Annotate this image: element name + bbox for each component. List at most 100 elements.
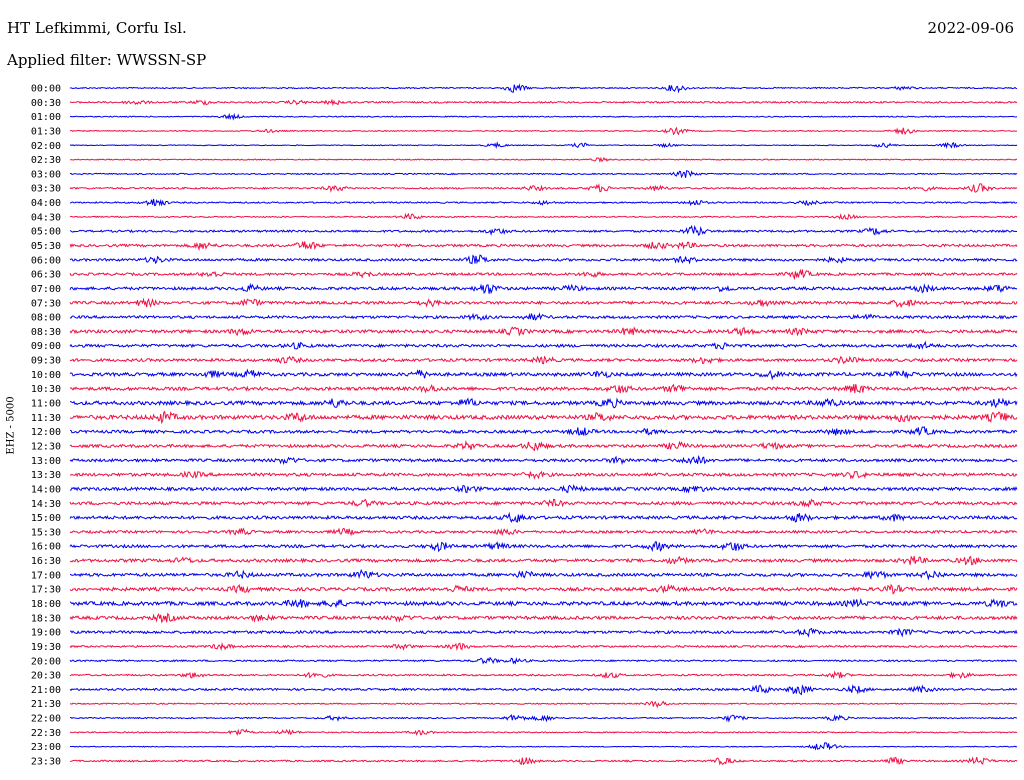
row-time-label: 04:30 xyxy=(31,212,61,223)
row-time-label: 07:00 xyxy=(31,284,61,295)
trace-line xyxy=(69,426,1018,436)
row-time-label: 15:30 xyxy=(31,527,61,538)
trace-line xyxy=(69,312,1018,321)
trace-group xyxy=(69,83,1018,766)
trace-line xyxy=(69,282,1018,295)
trace-line xyxy=(69,439,1018,452)
trace-line xyxy=(69,83,1018,94)
row-time-label: 01:30 xyxy=(31,126,61,137)
row-time-label: 23:00 xyxy=(31,742,61,753)
row-time-label: 12:00 xyxy=(31,427,61,438)
trace-line xyxy=(69,112,1018,121)
trace-line xyxy=(69,454,1018,466)
row-time-label: 21:30 xyxy=(31,699,61,710)
trace-line xyxy=(69,156,1018,163)
row-time-label: 20:30 xyxy=(31,671,61,682)
trace-line xyxy=(69,297,1018,309)
row-time-label: 12:30 xyxy=(31,441,61,452)
trace-line xyxy=(69,527,1018,537)
trace-line xyxy=(70,470,1018,480)
trace-line xyxy=(69,568,1018,581)
trace-line xyxy=(69,340,1018,350)
trace-line xyxy=(69,326,1018,337)
row-time-label: 16:00 xyxy=(31,542,61,553)
row-time-label: 16:30 xyxy=(31,556,61,567)
trace-line xyxy=(69,410,1018,425)
trace-line xyxy=(69,241,1018,252)
row-time-label: 10:00 xyxy=(31,370,61,381)
trace-line xyxy=(69,126,1018,136)
trace-line xyxy=(69,224,1018,237)
row-time-label: 21:00 xyxy=(31,685,61,696)
trace-line xyxy=(69,627,1018,638)
row-time-label: 02:00 xyxy=(31,141,61,152)
row-time-label: 07:30 xyxy=(31,298,61,309)
row-time-label: 05:00 xyxy=(31,227,61,238)
row-time-label: 14:30 xyxy=(31,499,61,510)
row-time-label: 01:00 xyxy=(31,112,61,123)
trace-line xyxy=(69,141,1018,149)
row-time-label: 09:30 xyxy=(31,356,61,367)
trace-line xyxy=(69,169,1018,179)
row-time-label: 13:00 xyxy=(31,456,61,467)
trace-line xyxy=(69,714,1018,723)
row-time-label: 04:00 xyxy=(31,198,61,209)
trace-line xyxy=(69,268,1018,281)
trace-line xyxy=(69,728,1018,737)
row-time-label: 05:30 xyxy=(31,241,61,252)
trace-line xyxy=(69,612,1018,624)
row-time-label: 19:00 xyxy=(31,628,61,639)
row-time-label: 00:30 xyxy=(31,98,61,109)
row-time-label: 22:00 xyxy=(31,714,61,725)
trace-line xyxy=(69,397,1018,409)
row-time-label: 08:30 xyxy=(31,327,61,338)
row-label-group: 00:00 00:30 01:00 01:30 02:00 02:30 03:00 03:30… xyxy=(31,84,61,768)
trace-line xyxy=(69,355,1018,365)
row-time-label: 00:00 xyxy=(31,84,61,95)
trace-line xyxy=(69,511,1018,524)
row-time-label: 18:30 xyxy=(31,613,61,624)
trace-line xyxy=(69,597,1018,609)
row-time-label: 17:00 xyxy=(31,570,61,581)
trace-line xyxy=(69,98,1018,107)
row-time-label: 11:00 xyxy=(31,399,61,410)
row-time-label: 18:00 xyxy=(31,599,61,610)
trace-line xyxy=(69,498,1018,509)
row-time-label: 10:30 xyxy=(31,384,61,395)
row-time-label: 23:30 xyxy=(31,757,61,768)
trace-line xyxy=(69,684,1018,696)
trace-line xyxy=(69,383,1018,394)
trace-line xyxy=(69,670,1018,680)
row-time-label: 03:00 xyxy=(31,169,61,180)
station-title: HT Lefkimmi, Corfu Isl. xyxy=(7,19,187,37)
row-time-label: 11:30 xyxy=(31,413,61,424)
trace-line xyxy=(69,484,1018,494)
trace-line xyxy=(69,583,1018,595)
row-time-label: 20:00 xyxy=(31,656,61,667)
row-time-label: 06:00 xyxy=(31,255,61,266)
trace-line xyxy=(69,742,1018,751)
trace-line xyxy=(69,198,1018,207)
row-time-label: 17:30 xyxy=(31,585,61,596)
trace-line xyxy=(69,212,1018,221)
row-time-label: 06:30 xyxy=(31,270,61,281)
row-time-label: 02:30 xyxy=(31,155,61,166)
trace-line xyxy=(69,368,1018,381)
record-date: 2022-09-06 xyxy=(927,19,1014,37)
row-time-label: 08:00 xyxy=(31,313,61,324)
row-time-label: 19:30 xyxy=(31,642,61,653)
trace-line xyxy=(69,254,1018,265)
row-time-label: 03:30 xyxy=(31,184,61,195)
trace-line xyxy=(69,756,1018,766)
row-time-label: 13:30 xyxy=(31,470,61,481)
trace-line xyxy=(69,656,1018,665)
trace-line xyxy=(69,183,1018,193)
row-time-label: 22:30 xyxy=(31,728,61,739)
filter-label: Applied filter: WWSSN-SP xyxy=(7,51,207,69)
trace-line xyxy=(69,555,1018,566)
row-time-label: 14:00 xyxy=(31,484,61,495)
trace-line xyxy=(69,700,1018,709)
trace-line xyxy=(69,541,1018,553)
row-time-label: 15:00 xyxy=(31,513,61,524)
